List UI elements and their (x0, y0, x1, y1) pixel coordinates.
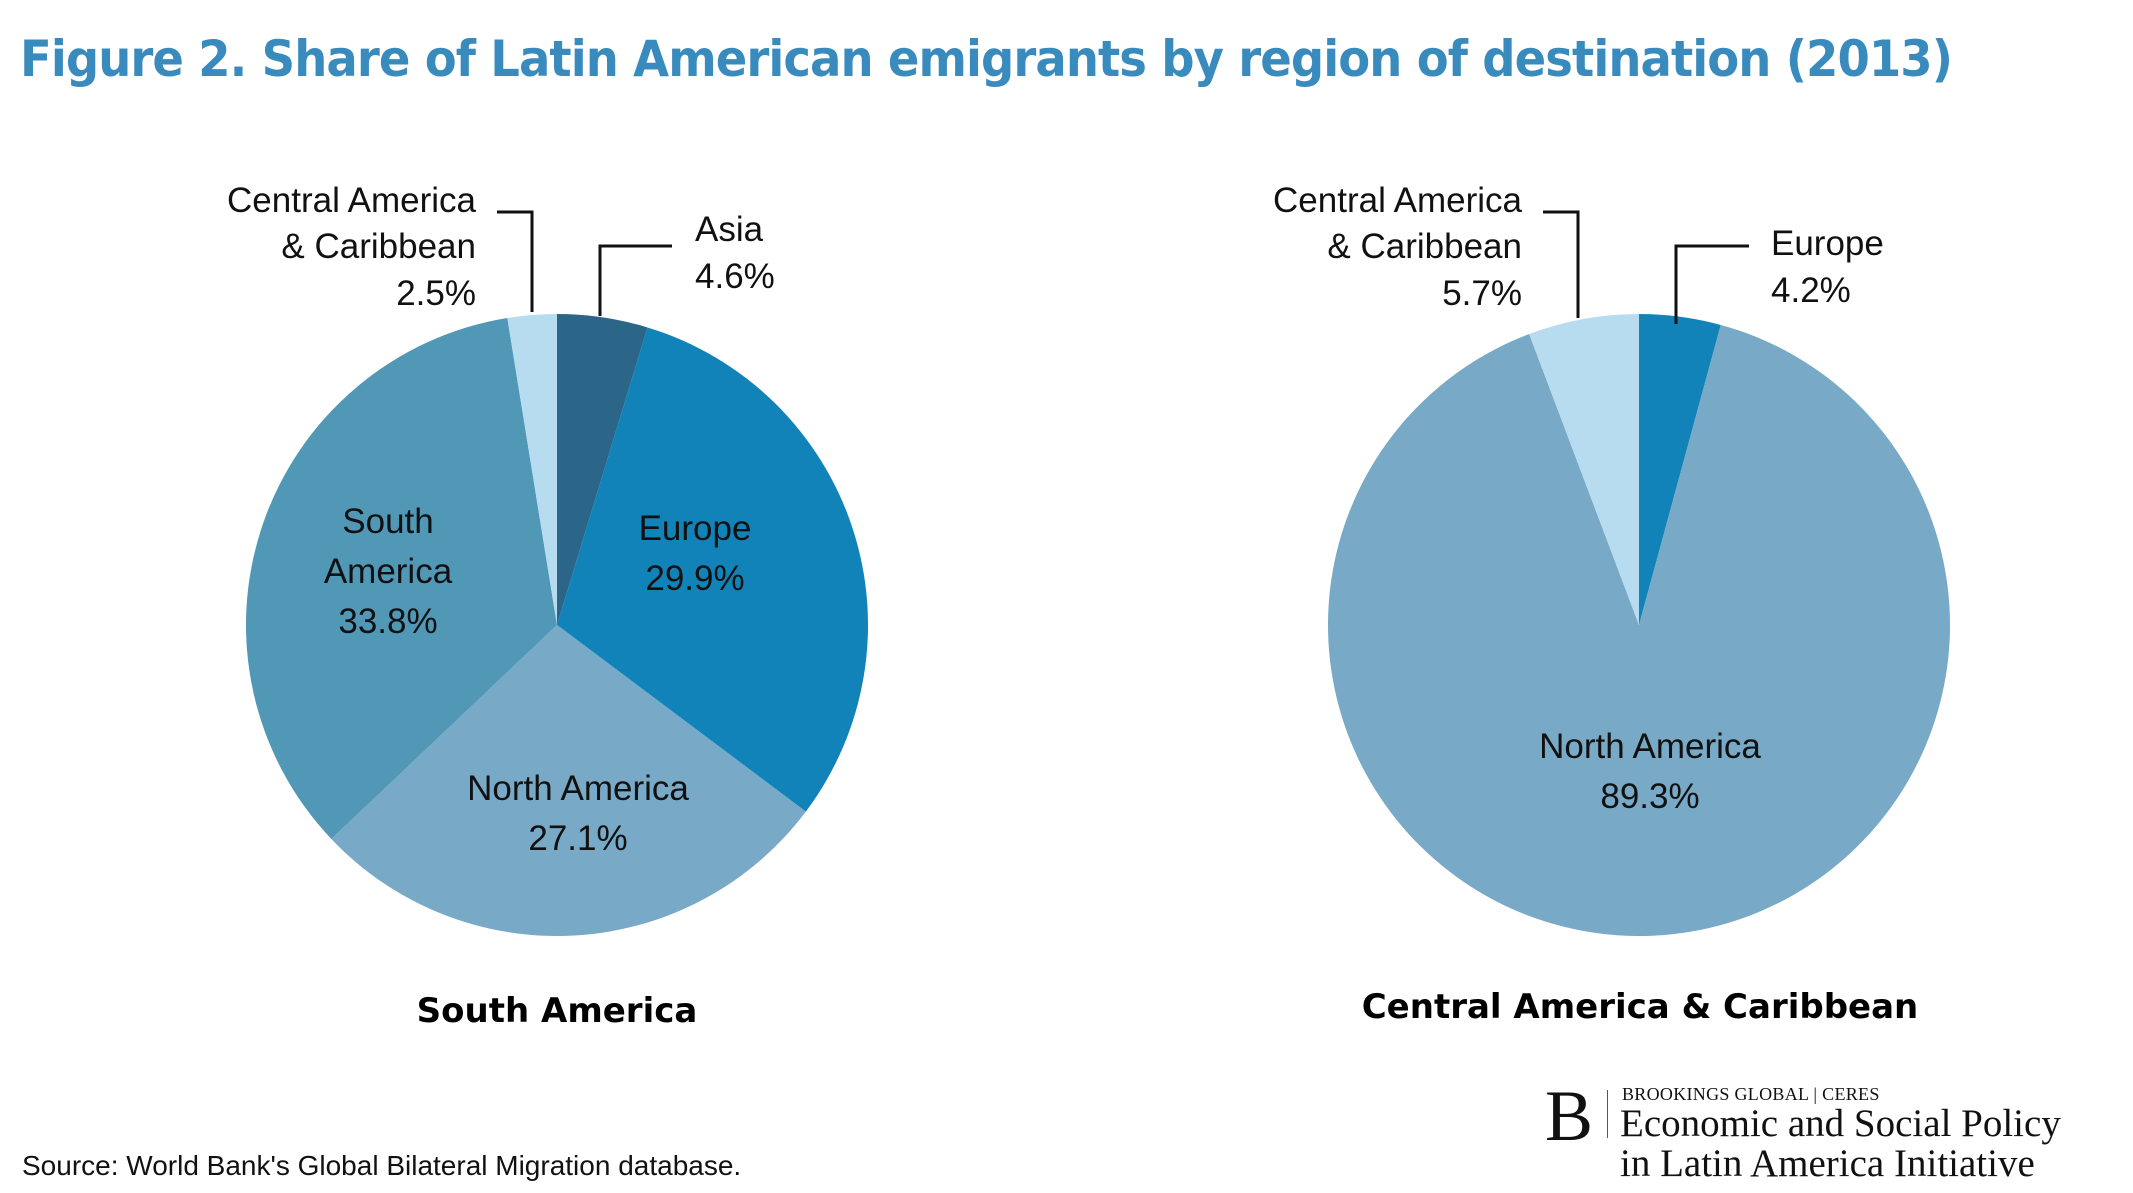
figure-title: Figure 2. Share of Latin American emigra… (20, 30, 1953, 88)
value-europe-right: 4.2% (1771, 271, 1851, 310)
callout-line-asia-left (598, 244, 672, 316)
label-north-america-right: North America (1539, 727, 1761, 766)
subtitle-central-america-caribbean: Central America & Caribbean (1362, 987, 1919, 1027)
pie-chart-central-america-caribbean (1328, 314, 1951, 937)
pie-slice-central-america-and-caribbean (507, 314, 557, 625)
value-central-america-left: 2.5% (396, 274, 476, 313)
value-europe-left: 29.9% (645, 559, 744, 598)
pie-slice-north-america (331, 625, 806, 936)
value-central-america-right: 5.7% (1442, 274, 1522, 313)
logo-divider (1607, 1090, 1608, 1138)
logo-initiative-line1: Economic and Social Policy (1620, 1102, 2061, 1145)
callout-line-europe-right (1674, 244, 1749, 324)
pie-slice-central-america-and-caribbean (1529, 314, 1639, 625)
value-south-america-left: 33.8% (338, 602, 437, 641)
label-south-america-left-line2: America (324, 552, 453, 591)
source-note: Source: World Bank's Global Bilateral Mi… (22, 1150, 742, 1181)
pie-slice-europe (1639, 314, 1721, 625)
pie-slice-asia (557, 314, 648, 625)
subtitle-south-america: South America (417, 991, 698, 1031)
value-asia-left: 4.6% (695, 257, 775, 296)
pie-slice-europe (557, 327, 868, 812)
logo-initiative-line2: in Latin America Initiative (1620, 1142, 2035, 1185)
value-north-america-left: 27.1% (528, 819, 627, 858)
value-north-america-right: 89.3% (1600, 777, 1699, 816)
pie-chart-south-america (245, 314, 868, 936)
callout-line-central-america-right (1543, 210, 1580, 318)
callout-line-central-america-left (497, 210, 534, 312)
label-north-america-left: North America (467, 769, 689, 808)
label-asia-left: Asia (695, 210, 764, 249)
logo-mark: B (1545, 1076, 1594, 1156)
label-europe-left: Europe (639, 509, 752, 548)
pie-slice-north-america (1328, 324, 1951, 937)
logo-org: BROOKINGS GLOBAL | CERES (1622, 1084, 1880, 1104)
label-central-america-left: Central America (227, 181, 477, 220)
label-central-america-right-line2: & Caribbean (1327, 227, 1522, 266)
label-central-america-right: Central America (1273, 181, 1523, 220)
pie-slice-south-america (245, 317, 557, 840)
label-central-america-left-line2: & Caribbean (281, 227, 476, 266)
label-south-america-left: South (342, 502, 433, 541)
label-europe-right: Europe (1771, 224, 1884, 263)
